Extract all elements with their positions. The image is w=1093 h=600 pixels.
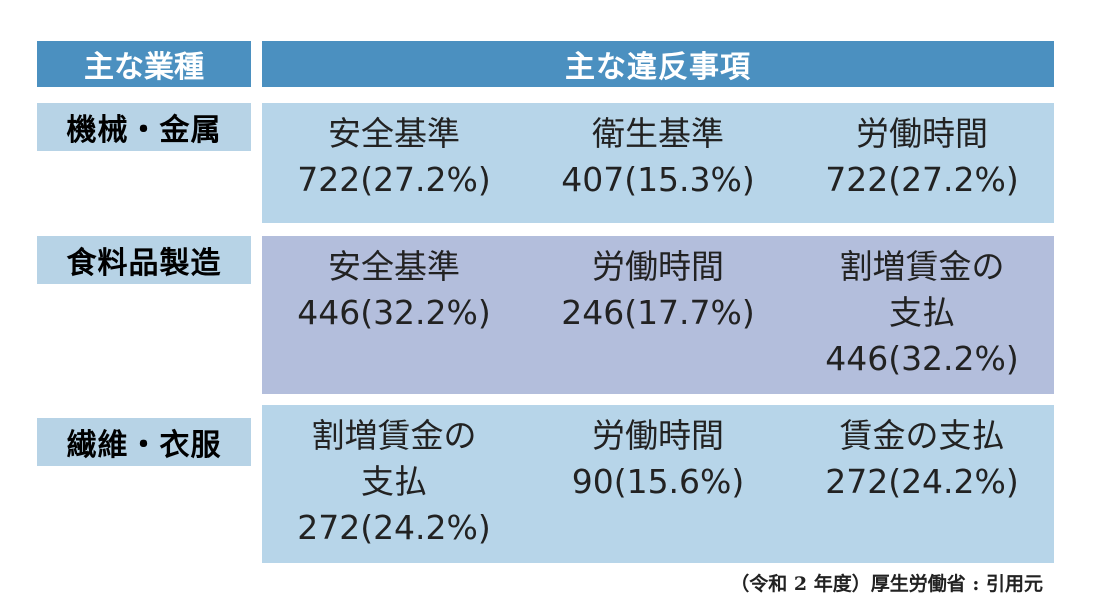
violation-name: 割増賃金の 支払 (839, 247, 1005, 332)
row-label-textile-clothing: 繊維・衣服 (37, 418, 251, 466)
row-textile-clothing: 割増賃金の 支払 272(24.2%) 労働時間 90(15.6%) 賃金の支払 … (262, 405, 1054, 563)
row-label-machinery-metal: 機械・金属 (37, 103, 251, 151)
row-label-food-manufacturing: 食料品製造 (37, 236, 251, 284)
violation-name: 労働時間 (856, 114, 988, 153)
violation-value: 722(27.2%) (297, 160, 491, 199)
violation-value: 90(15.6%) (571, 462, 745, 501)
violation-value: 446(32.2%) (825, 339, 1019, 378)
source-citation: （令和 2 年度）厚生労働省 : 引用元 (730, 573, 1043, 595)
violation-name: 労働時間 (592, 416, 724, 455)
violation-value: 722(27.2%) (825, 160, 1019, 199)
violation-cell: 安全基準 722(27.2%) (262, 111, 526, 203)
violation-cell: 労働時間 246(17.7%) (526, 244, 790, 336)
violation-name: 安全基準 (328, 114, 460, 153)
violation-name: 衛生基準 (592, 114, 724, 153)
violation-value: 272(24.2%) (825, 462, 1019, 501)
violation-name: 賃金の支払 (839, 416, 1005, 455)
header-industry: 主な業種 (37, 41, 251, 87)
violation-cell: 衛生基準 407(15.3%) (526, 111, 790, 203)
violation-cell: 割増賃金の 支払 272(24.2%) (262, 413, 526, 551)
violation-value: 272(24.2%) (297, 508, 491, 547)
violation-cell: 労働時間 722(27.2%) (790, 111, 1054, 203)
violation-value: 446(32.2%) (297, 293, 491, 332)
violation-name: 安全基準 (328, 247, 460, 286)
violation-cell: 安全基準 446(32.2%) (262, 244, 526, 336)
header-violations: 主な違反事項 (262, 41, 1054, 87)
violation-value: 246(17.7%) (561, 293, 755, 332)
row-machinery-metal: 安全基準 722(27.2%) 衛生基準 407(15.3%) 労働時間 722… (262, 103, 1054, 223)
violation-name: 労働時間 (592, 247, 724, 286)
violation-cell: 労働時間 90(15.6%) (526, 413, 790, 505)
violation-value: 407(15.3%) (561, 160, 755, 199)
row-food-manufacturing: 安全基準 446(32.2%) 労働時間 246(17.7%) 割増賃金の 支払 … (262, 236, 1054, 394)
violation-name: 割増賃金の 支払 (311, 416, 477, 501)
violation-cell: 割増賃金の 支払 446(32.2%) (790, 244, 1054, 382)
violation-cell: 賃金の支払 272(24.2%) (790, 413, 1054, 505)
